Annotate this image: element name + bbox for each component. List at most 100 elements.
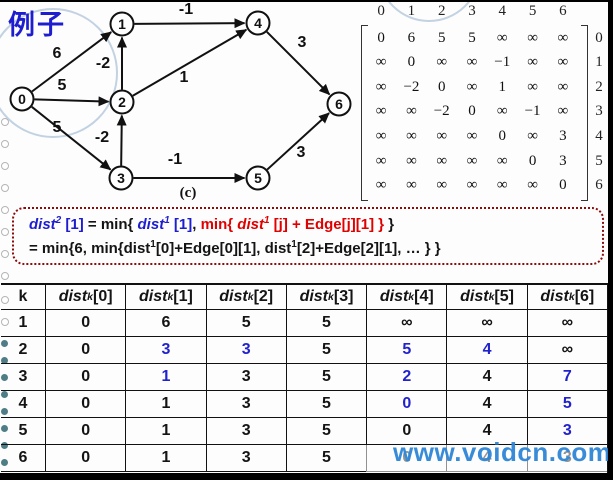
- matrix-cell-6-4: ∞: [496, 177, 508, 194]
- matrix-cell-6-5: ∞: [527, 177, 538, 194]
- edge-weight-3-2: -2: [95, 129, 109, 146]
- matrix-cell-4-0: ∞: [375, 128, 387, 145]
- matrix-col-header: 3: [468, 2, 476, 19]
- formula-token: 1: [150, 239, 156, 250]
- table-cell-k6-dist6: 3: [526, 445, 607, 472]
- matrix-cell-0-4: ∞: [496, 29, 508, 46]
- edge-0-1: [31, 31, 112, 93]
- matrix-col-header: 5: [528, 2, 537, 19]
- graph-node-label-6: 6: [335, 96, 343, 112]
- graph-node-5: [245, 165, 271, 191]
- formula-token: dist: [237, 216, 264, 233]
- matrix-cell-2-4: 1: [498, 78, 507, 95]
- graph-node-label-0: 0: [18, 91, 26, 107]
- matrix-cell-5-3: ∞: [466, 152, 478, 169]
- edge-weight-2-1: -2: [96, 55, 110, 72]
- dist-word: dist: [460, 288, 489, 305]
- left-edge-dot-hollow: [1, 140, 9, 148]
- graph-node-label-2: 2: [118, 94, 126, 110]
- edge-0-2: [34, 96, 110, 107]
- matrix-cell-6-6: 0: [559, 177, 567, 194]
- edge-weight-0-3: 5: [53, 119, 62, 136]
- left-edge-dot-filled: [1, 357, 8, 364]
- matrix-row-label: 3: [595, 103, 603, 120]
- dist-word: dist: [299, 288, 329, 305]
- matrix-row-label: 5: [595, 152, 603, 169]
- dist-word: dist: [379, 288, 409, 305]
- left-edge-dot-filled: [1, 391, 8, 398]
- table-cell-k6-dist2: 3: [205, 445, 286, 472]
- left-edge-dot-hollow: [1, 162, 9, 170]
- table-cell-k1-dist4: ∞: [366, 310, 447, 337]
- matrix-cell-5-1: ∞: [406, 152, 417, 169]
- dist-word: dist: [138, 288, 168, 305]
- matrix-cell-5-4: ∞: [496, 152, 508, 169]
- formula-token: [2]+Edge[2][1], … } }: [296, 240, 441, 257]
- table-cell-k4-dist4: 0: [366, 391, 447, 418]
- formula-token: = min{6, min{dist: [29, 240, 151, 257]
- edge-weight-3-5: -1: [168, 151, 182, 168]
- formula-token: 2: [55, 215, 62, 226]
- page-title: 例子: [8, 10, 66, 40]
- table-cell-k6-dist3: 5: [285, 445, 367, 472]
- left-edge-dot-hollow: [1, 184, 9, 192]
- formula-token: dist: [137, 216, 165, 233]
- formula-token: }: [388, 216, 395, 233]
- matrix-cell-0-0: 0: [377, 29, 385, 46]
- table-cell-k1-dist1: 6: [125, 310, 206, 337]
- table-cell-k2-dist5: 4: [446, 337, 527, 364]
- matrix-cell-0-3: 5: [468, 29, 476, 46]
- matrix-row-labels: 0 1 2 3 4 5 6: [590, 26, 608, 198]
- dist-index: [4]: [414, 288, 434, 305]
- matrix-col-header: 4: [498, 2, 507, 19]
- table-cell-k3-dist3: 5: [285, 364, 367, 391]
- table-cell-k3-dist0: 0: [45, 364, 126, 391]
- table-cell-k2-dist6: ∞: [526, 337, 607, 364]
- table-cell-k3-dist1: 1: [125, 364, 206, 391]
- edge-2-4: [132, 28, 248, 97]
- matrix-col-header: 1: [407, 2, 416, 19]
- table-row-6-k: 6: [1, 445, 45, 472]
- table-cell-k3-dist2: 3: [205, 364, 286, 391]
- matrix-cell-6-2: ∞: [436, 177, 448, 194]
- table-cell-k1-dist6: ∞: [526, 310, 607, 337]
- table-cell-k5-dist1: 1: [125, 418, 206, 445]
- left-edge-dot-filled: [1, 425, 8, 432]
- formula-token: = min{: [83, 216, 138, 233]
- left-edge-dot-hollow: [1, 296, 9, 304]
- matrix-cell-6-1: ∞: [406, 177, 417, 194]
- table-cell-k4-dist3: 5: [285, 391, 367, 418]
- left-edge-dot-filled: [1, 459, 8, 466]
- matrix-cell-3-2: −2: [433, 103, 450, 120]
- formula-token: [0]+Edge[0][1], dist: [155, 240, 292, 257]
- matrix-cell-1-1: 0: [407, 54, 416, 71]
- graph-node-3: [108, 165, 134, 191]
- matrix-col-header: 6: [559, 2, 567, 19]
- table-row-3-k: 3: [1, 364, 45, 391]
- table-cell-k5-dist3: 5: [285, 418, 367, 445]
- matrix-cell-5-5: 0: [528, 152, 537, 169]
- dist-index: [5]: [494, 288, 514, 305]
- left-edge-dot-hollow: [1, 318, 9, 326]
- left-edge-dot-filled: [1, 374, 8, 381]
- table-cell-k5-dist0: 0: [45, 418, 126, 445]
- matrix-cell-2-6: ∞: [557, 78, 569, 95]
- table-cell-k5-dist6: 3: [526, 418, 607, 445]
- table-cell-k1-dist2: 5: [205, 310, 286, 337]
- matrix-col-headers: 0 1 2 3 4 5 6: [366, 1, 578, 21]
- graph-diagram: 6 5 5 -2 -1 1 -2 -1 3 3 0 1 2 3 4 5 6 (c): [9, 1, 352, 201]
- matrix-row-label: 0: [595, 29, 603, 46]
- matrix-cell-4-1: ∞: [406, 128, 417, 145]
- edge-1-4: [134, 18, 246, 29]
- matrix-cell-5-2: ∞: [436, 152, 448, 169]
- formula-token: 1: [164, 215, 170, 226]
- matrix-cell-1-6: ∞: [557, 54, 569, 71]
- table-header-dist-5: dist k [5]: [446, 285, 527, 310]
- table-cell-k4-dist0: 0: [45, 391, 126, 418]
- graph-node-6: [326, 91, 352, 117]
- formula-box: dist2 [1] = min{ dist1 [1], min{ dist1 […: [12, 207, 604, 265]
- dist-index: [3]: [333, 288, 354, 305]
- matrix-cell-2-1: −2: [403, 78, 420, 95]
- dist-index: [6]: [574, 288, 595, 305]
- edge-weight-4-6: 3: [298, 34, 307, 51]
